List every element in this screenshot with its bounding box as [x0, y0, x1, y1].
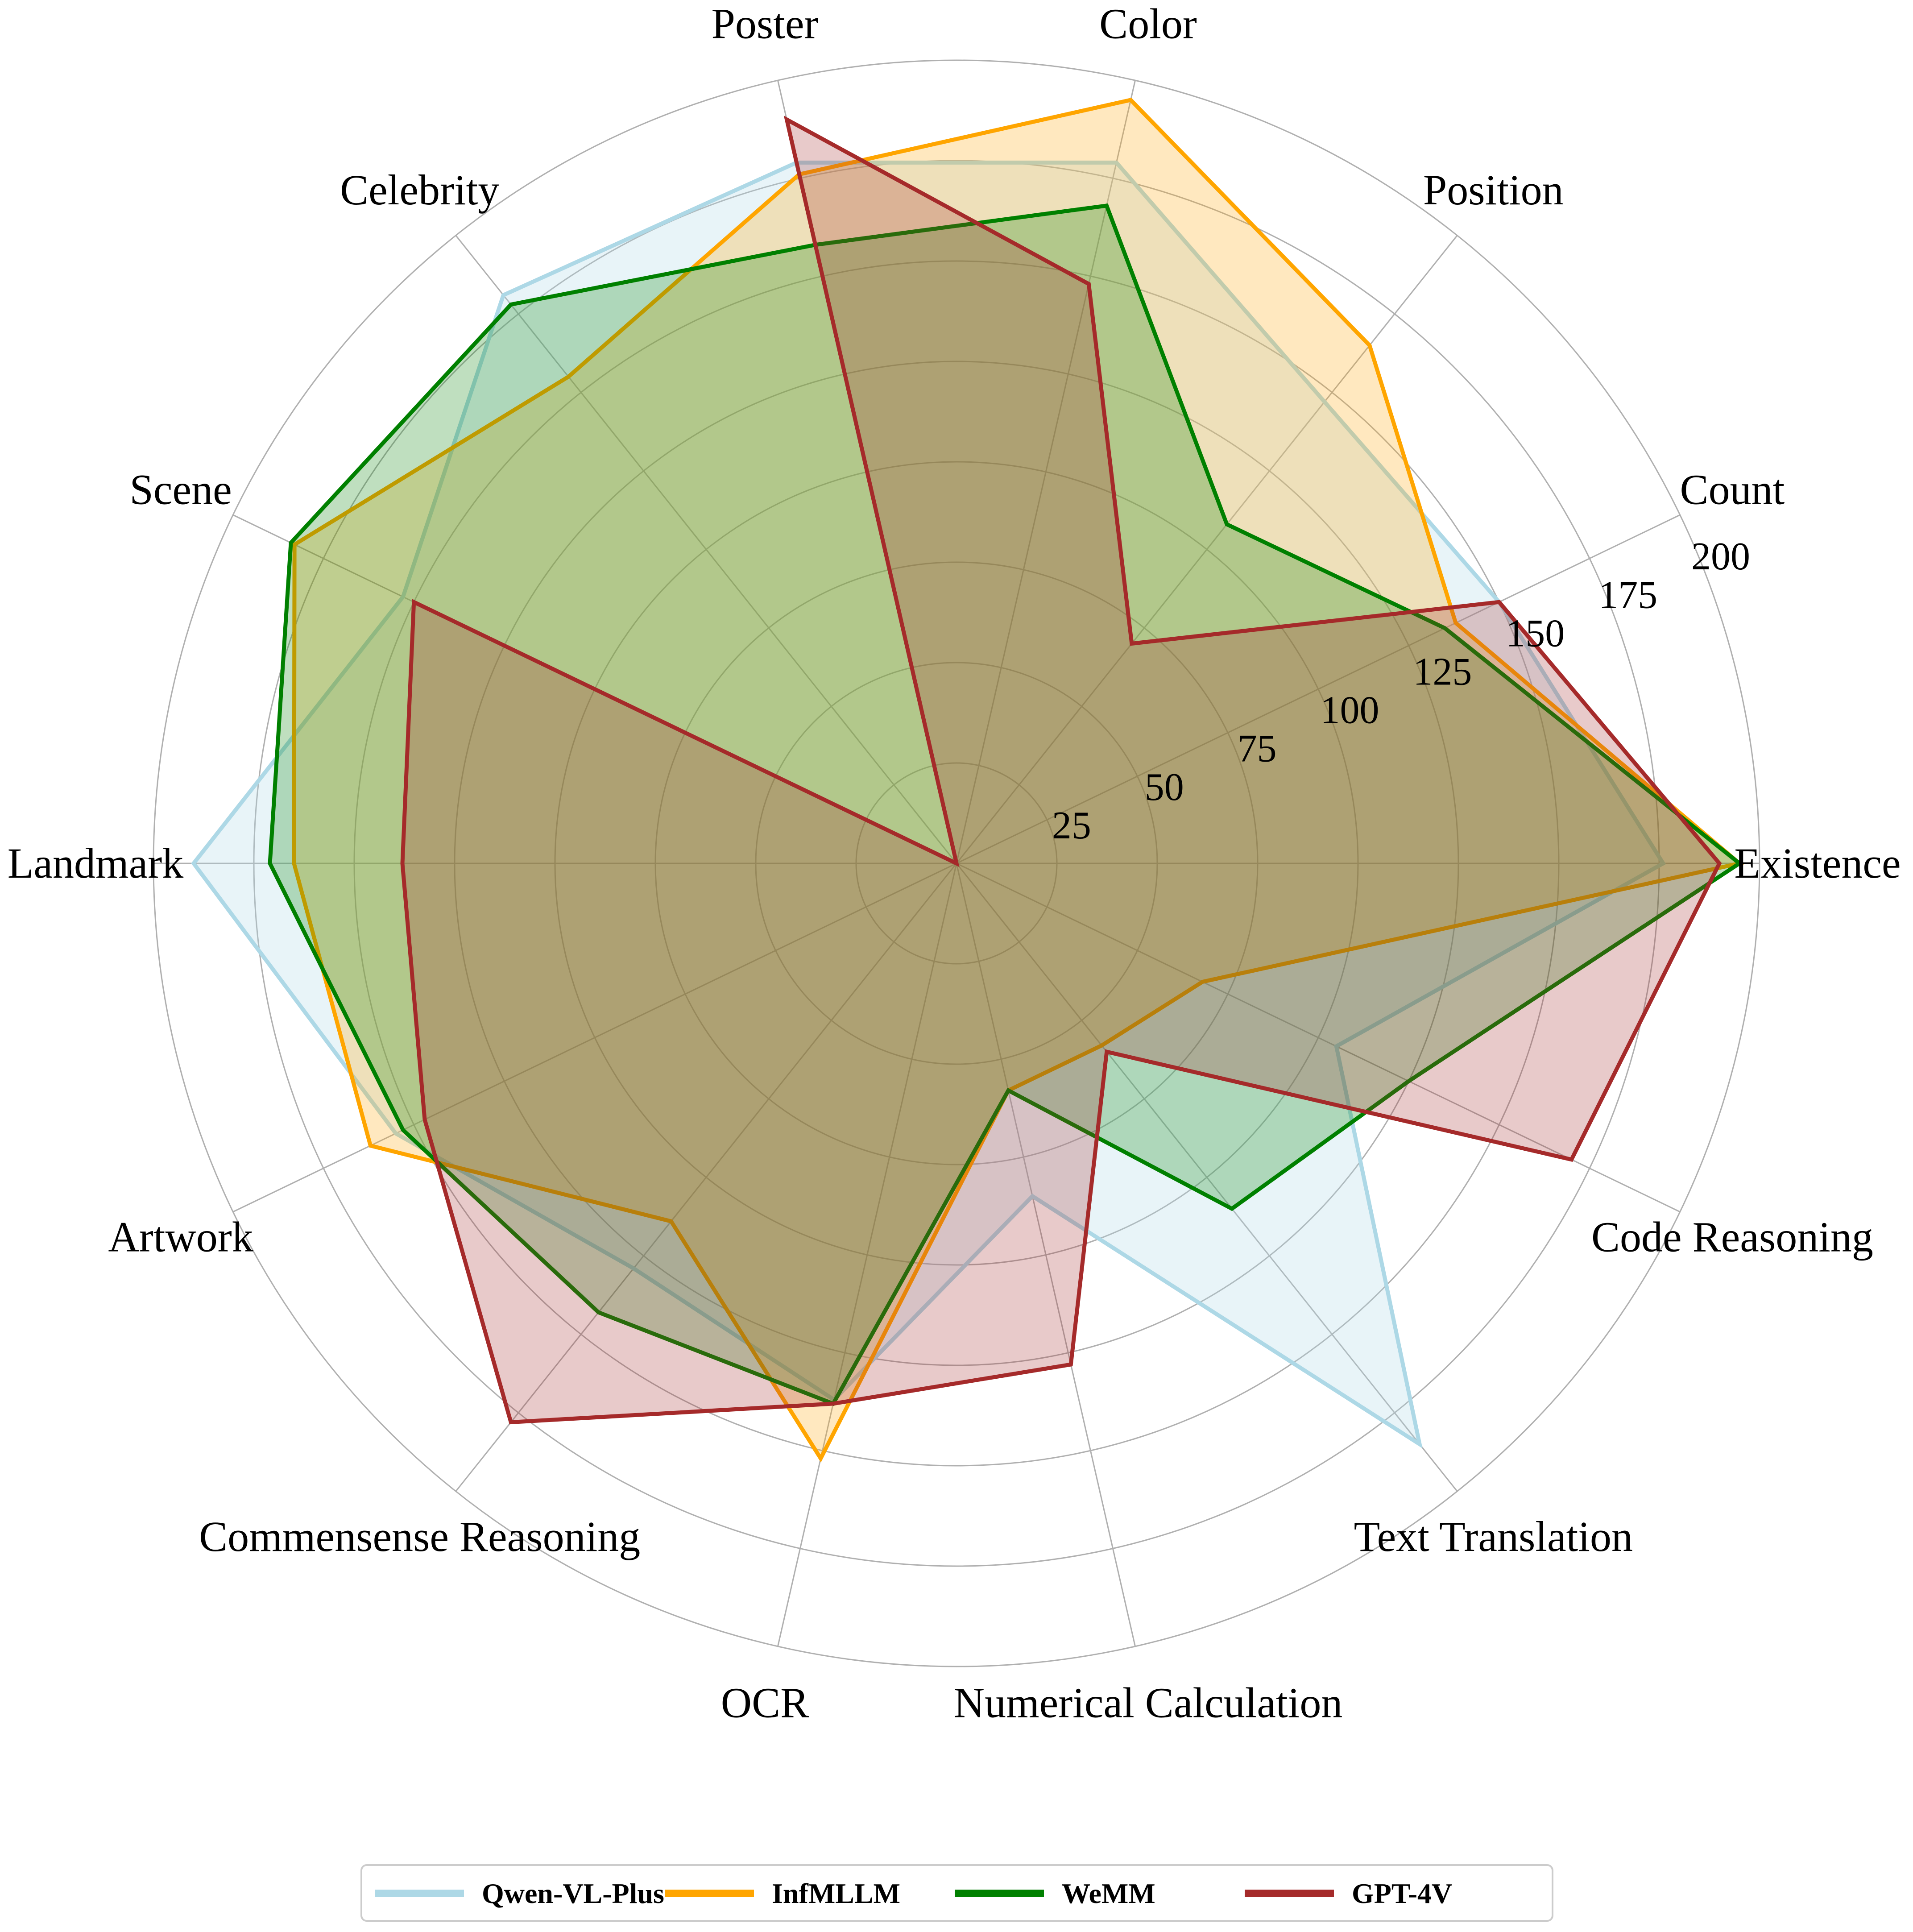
category-label-2: Position: [1423, 166, 1564, 214]
category-label-4: Poster: [712, 0, 819, 47]
spoke-9: [455, 863, 957, 1492]
spoke-13: [956, 862, 1681, 1213]
category-label-10: OCR: [721, 1679, 809, 1727]
spoke-2: [956, 235, 1458, 864]
category-label-0: Existence: [1734, 839, 1901, 887]
series-infmllm: [292, 98, 1744, 1463]
tick-label-25: 25: [1052, 804, 1091, 847]
tick-label-125: 125: [1413, 651, 1472, 694]
tick-label-200: 200: [1691, 535, 1750, 578]
spoke-3: [956, 80, 1136, 864]
label-layer: Existence Count Position Color Poster Celebri…: [8, 0, 1901, 1727]
tick-label-175: 175: [1598, 573, 1657, 617]
spoke-10: [777, 863, 957, 1647]
category-label-6: Scene: [129, 466, 232, 514]
series-layer: [191, 98, 1744, 1463]
category-label-12: Text Translation: [1354, 1513, 1633, 1560]
legend: Qwen-VL-Plus InfMLLM WeMM GPT-4V: [360, 1864, 1553, 1922]
legend-label-3: GPT-4V: [1352, 1878, 1452, 1909]
spoke-11: [956, 863, 1136, 1647]
spoke-12: [956, 863, 1458, 1492]
spoke-8: [232, 862, 957, 1213]
series-wemm: [268, 203, 1743, 1406]
tick-label-50: 50: [1145, 766, 1184, 809]
category-label-5: Celebrity: [340, 166, 499, 214]
tick-layer: 25 50 75 100 125 150 175 200: [1052, 535, 1750, 847]
legend-label-0: Qwen-VL-Plus: [482, 1878, 664, 1909]
tick-label-100: 100: [1321, 689, 1379, 732]
category-label-13: Code Reasoning: [1591, 1213, 1873, 1260]
category-label-8: Artwork: [108, 1213, 253, 1260]
category-label-3: Color: [1099, 0, 1197, 47]
category-label-11: Numerical Calculation: [954, 1679, 1343, 1727]
category-label-7: Landmark: [8, 839, 184, 887]
tick-label-150: 150: [1506, 612, 1565, 655]
category-label-1: Count: [1680, 466, 1785, 514]
spoke-1: [956, 514, 1681, 864]
series-gpt-4v: [400, 116, 1722, 1425]
category-label-9: Commensense Reasoning: [199, 1513, 640, 1560]
series-qwen-vl-plus: [191, 160, 1666, 1449]
spoke-5: [455, 235, 957, 864]
legend-label-1: InfMLLM: [772, 1878, 900, 1909]
grid-layer: [153, 59, 1760, 1667]
legend-label-2: WeMM: [1062, 1878, 1155, 1909]
tick-label-75: 75: [1238, 727, 1277, 771]
